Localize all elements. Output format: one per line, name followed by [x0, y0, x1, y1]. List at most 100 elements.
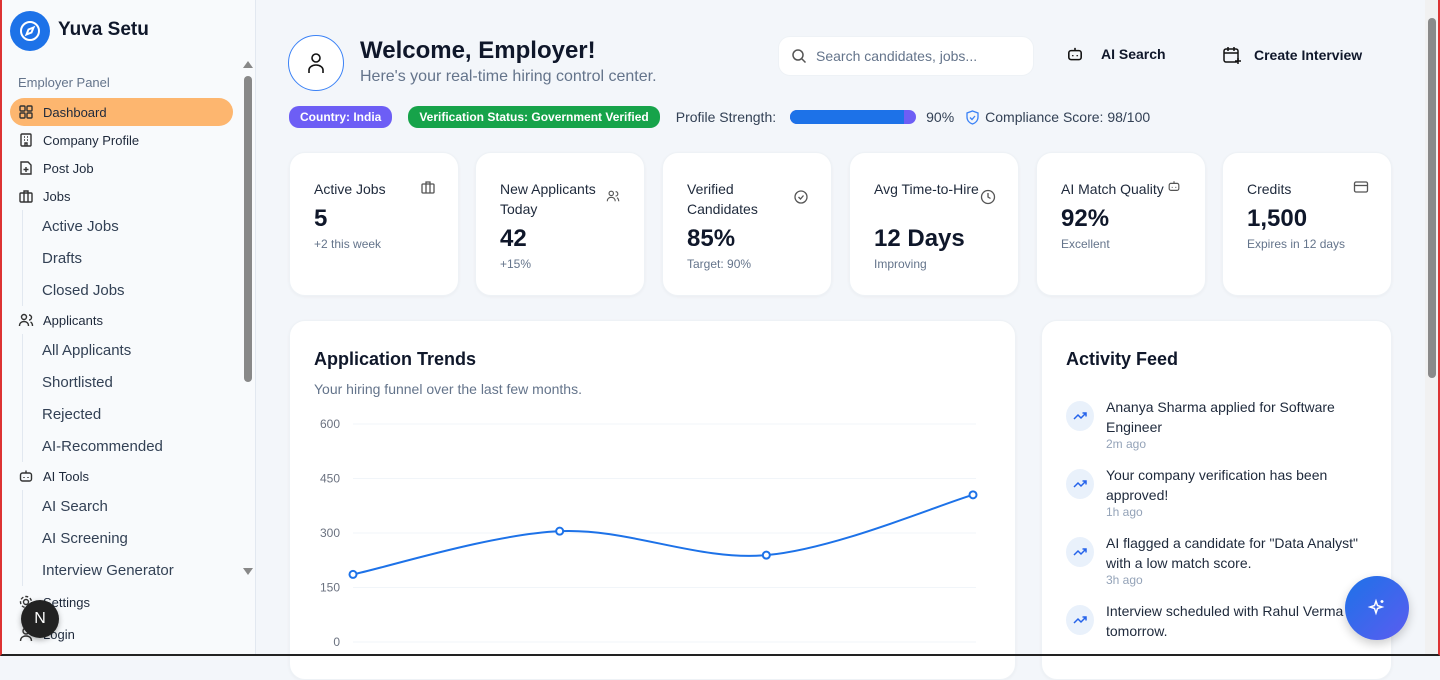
create-interview-button[interactable]: Create Interview	[1222, 45, 1362, 65]
y-tick-label: 450	[320, 472, 340, 486]
stat-card: Avg Time-to-Hire 12 Days Improving	[849, 152, 1019, 296]
sidebar-scrollbar[interactable]	[244, 76, 252, 382]
activity-item[interactable]: Interview scheduled with Rahul Verma for…	[1066, 601, 1366, 641]
stat-card: AI Match Quality 92% Excellent	[1036, 152, 1206, 296]
profile-strength-value: 90%	[926, 109, 955, 125]
ai-assistant-button[interactable]	[1345, 576, 1409, 640]
activity-item[interactable]: Ananya Sharma applied for Software Engin…	[1066, 397, 1366, 451]
bot-icon	[18, 468, 34, 484]
briefcase-icon	[18, 188, 34, 204]
sidebar-item-ai-tools[interactable]: AI Tools	[10, 462, 233, 490]
trending-up-icon	[1066, 537, 1094, 567]
stat-value: 12 Days	[874, 225, 965, 252]
activity-item[interactable]: Your company verification has been appro…	[1066, 465, 1366, 519]
data-point	[968, 490, 978, 500]
sidebar-item-label: Applicants	[43, 312, 103, 328]
sidebar-subitem-ai-search[interactable]: AI Search	[42, 497, 108, 515]
page-subtitle: Here's your real-time hiring control cen…	[360, 68, 657, 85]
sparkles-icon	[1367, 598, 1385, 616]
sidebar-subitem-all-applicants[interactable]: All Applicants	[42, 341, 132, 359]
sidebar-subitem-active-jobs[interactable]: Active Jobs	[42, 217, 119, 235]
sidebar-item-label: Settings	[43, 594, 90, 610]
sidebar-item-company-profile[interactable]: Company Profile	[10, 126, 233, 154]
stat-note: +2 this week	[314, 237, 382, 251]
briefcase-icon	[420, 179, 436, 195]
activity-time: 1h ago	[1106, 505, 1143, 519]
sidebar-subitem-shortlisted[interactable]: Shortlisted	[42, 373, 113, 391]
compliance-text: Compliance Score: 98/100	[985, 109, 1151, 125]
stat-note: Expires in 12 days	[1247, 237, 1346, 251]
ai-search-button[interactable]: AI Search	[1066, 45, 1166, 63]
stat-value: 85%	[687, 225, 736, 252]
stat-note: Excellent	[1061, 237, 1110, 251]
stat-value: 5	[314, 205, 328, 232]
sidebar-item-applicants[interactable]: Applicants	[10, 306, 233, 334]
sidebar-subitem-interview-generator[interactable]: Interview Generator	[42, 561, 174, 579]
sidebar-subitem-closed-jobs[interactable]: Closed Jobs	[42, 281, 125, 299]
sidebar-item-label: Company Profile	[43, 132, 140, 148]
search-input[interactable]: Search candidates, jobs...	[778, 36, 1034, 76]
stat-card: Credits 1,500 Expires in 12 days	[1222, 152, 1392, 296]
jobs-submenu: Active Jobs Drafts Closed Jobs	[22, 210, 233, 306]
sidebar-item-jobs[interactable]: Jobs	[10, 182, 233, 210]
panel-label: Employer Panel	[18, 75, 110, 90]
grid-icon	[18, 104, 34, 120]
sidebar: Yuva Setu Employer Panel Dashboard Compa…	[0, 0, 256, 656]
stat-label: Credits	[1247, 181, 1292, 197]
profile-strength-label: Profile Strength:	[675, 109, 777, 125]
activity-feed-card: Activity Feed Ananya Sharma applied for …	[1041, 320, 1392, 680]
brand-name[interactable]: Yuva Setu	[58, 19, 149, 40]
trends-subtitle: Your hiring funnel over the last few mon…	[314, 381, 582, 397]
sidebar-nav: Dashboard Company Profile Post Job Jobs …	[10, 98, 233, 648]
stat-note: Improving	[874, 257, 927, 271]
sidebar-subitem-ai-recommended[interactable]: AI-Recommended	[42, 437, 163, 455]
stat-label: New Applicants Today	[500, 181, 596, 217]
stat-value: 1,500	[1247, 205, 1308, 232]
trending-up-icon	[1066, 605, 1094, 635]
trending-up-icon	[1066, 401, 1094, 431]
data-point	[348, 569, 358, 579]
stat-label: Active Jobs	[314, 181, 386, 197]
user-icon	[308, 53, 324, 73]
sidebar-item-post-job[interactable]: Post Job	[10, 154, 233, 182]
scroll-down-arrow[interactable]	[243, 568, 253, 575]
page-scrollbar-thumb[interactable]	[1428, 18, 1436, 378]
application-trends-card: Application Trends Your hiring funnel ov…	[289, 320, 1016, 680]
stat-card: New Applicants Today 42 +15%	[475, 152, 645, 296]
sidebar-subitem-drafts[interactable]: Drafts	[42, 249, 83, 267]
activity-text: Ananya Sharma applied for Software Engin…	[1106, 399, 1335, 435]
activity-text: Interview scheduled with Rahul Verma for…	[1106, 603, 1364, 639]
activity-text: AI flagged a candidate for "Data Analyst…	[1106, 535, 1358, 571]
scroll-up-arrow[interactable]	[243, 61, 253, 68]
activity-list: Ananya Sharma applied for Software Engin…	[1066, 397, 1366, 655]
bot-icon	[1167, 179, 1183, 195]
status-bar: Country: India Verification Status: Gove…	[289, 106, 1150, 128]
compass-icon[interactable]	[10, 11, 50, 51]
user-avatar[interactable]	[288, 35, 344, 91]
compliance-score: Compliance Score: 98/100	[966, 109, 1150, 125]
sidebar-item-label: Jobs	[43, 188, 71, 204]
building-icon	[18, 132, 34, 148]
stat-value: 92%	[1061, 205, 1110, 232]
trends-chart: 600 450 300 150 0	[320, 417, 978, 649]
series-line	[352, 493, 974, 576]
activity-title: Activity Feed	[1066, 349, 1179, 369]
sidebar-subitem-rejected[interactable]: Rejected	[42, 405, 102, 423]
search-icon	[792, 49, 807, 64]
sidebar-subitem-ai-screening[interactable]: AI Screening	[42, 529, 128, 547]
trending-up-icon	[1066, 469, 1094, 499]
page-title: Welcome, Employer!	[360, 37, 596, 64]
activity-text: Your company verification has been appro…	[1106, 467, 1328, 503]
profile-strength-bar	[790, 110, 917, 124]
activity-time: 3h ago	[1106, 573, 1143, 587]
users-icon	[18, 312, 34, 328]
file-plus-icon	[18, 160, 34, 176]
dev-tools-button[interactable]: N	[21, 600, 59, 638]
activity-item[interactable]: AI flagged a candidate for "Data Analyst…	[1066, 533, 1366, 587]
ai-search-label: AI Search	[1101, 46, 1166, 62]
trends-title: Application Trends	[314, 349, 477, 369]
y-tick-label: 150	[320, 581, 340, 595]
stat-value: 42	[500, 225, 527, 252]
users-icon	[606, 189, 622, 205]
sidebar-item-dashboard[interactable]: Dashboard	[10, 98, 233, 126]
